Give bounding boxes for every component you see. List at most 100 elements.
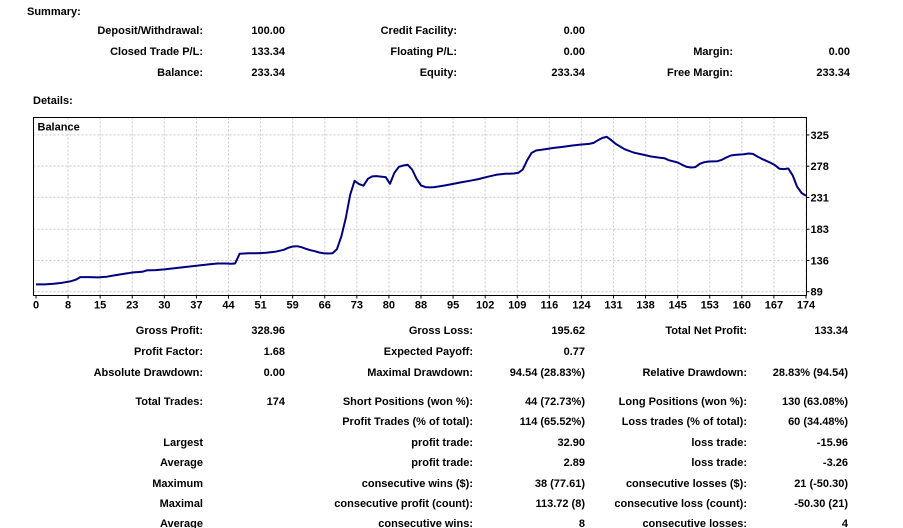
stat-label: loss trade: [691, 437, 747, 449]
stat-value: 44 (72.73%) [525, 396, 585, 408]
stat-label: Gross Profit: [135, 325, 203, 337]
stat-value: 233.34 [816, 67, 850, 79]
stat-label: Long Positions (won %): [618, 396, 747, 408]
stat-value: 38 (77.61) [534, 478, 585, 490]
stat-value: 133.34 [251, 46, 285, 58]
stat-label: consecutive losses ($): [625, 478, 747, 490]
x-tick-label: 0 [33, 300, 39, 312]
y-tick-label: 136 [811, 255, 829, 267]
x-tick-label: 109 [508, 300, 526, 312]
stats-row: Average profit trade: 2.89 loss trade: -… [0, 457, 903, 470]
stat-label: Average [159, 457, 203, 469]
stat-label: Deposit/Withdrawal: [97, 25, 203, 37]
stat-value: 174 [266, 396, 285, 408]
stats-row: Total Trades: 174 Short Positions (won %… [0, 396, 903, 409]
stat-label: profit trade: [411, 437, 473, 449]
summary-row: Deposit/Withdrawal: 100.00 Credit Facili… [0, 25, 903, 38]
stat-label: Maximal [159, 498, 203, 510]
y-tick-label: 89 [811, 287, 823, 299]
stat-value: 94.54 (28.83%) [509, 367, 585, 379]
stat-label: consecutive wins ($): [361, 478, 473, 490]
stat-label: Equity: [419, 67, 457, 79]
stat-value: 32.90 [557, 437, 585, 449]
x-tick-label: 59 [287, 300, 299, 312]
stat-label: Closed Trade P/L: [110, 46, 203, 58]
stat-label: Maximum [152, 478, 203, 490]
stat-value: 133.34 [814, 325, 848, 337]
x-tick-label: 174 [797, 300, 816, 312]
x-tick-label: 80 [383, 300, 395, 312]
summary-row: Balance: 233.34 Equity: 233.34 Free Marg… [0, 67, 903, 80]
stat-label: Profit Trades (% of total): [342, 416, 473, 428]
stat-label: Profit Factor: [133, 346, 203, 358]
stat-label: Expected Payoff: [383, 346, 473, 358]
stat-value: 0.00 [563, 25, 585, 37]
stat-value: 28.83% (94.54) [772, 367, 848, 379]
stat-value: 233.34 [251, 67, 285, 79]
stat-value: 0.00 [828, 46, 850, 58]
stat-label: consecutive profit (count): [334, 498, 473, 510]
stat-value: 0.00 [263, 367, 285, 379]
stat-label: Balance: [157, 67, 203, 79]
balance-line [36, 135, 807, 286]
stat-label: consecutive losses: [642, 518, 747, 528]
stat-label: Relative Drawdown: [642, 367, 747, 379]
stat-label: Margin: [693, 46, 733, 58]
x-tick-label: 15 [94, 300, 106, 312]
y-tick-label: 183 [811, 224, 829, 236]
y-tick-label: 231 [811, 192, 829, 204]
stats-row: Gross Profit: 328.96 Gross Loss: 195.62 … [0, 325, 903, 338]
balance-chart: 89 136 183 231 278 325 0 8 15 23 30 37 44 51 59 66 73 80 8… [33, 117, 829, 312]
y-tick-label: 278 [811, 161, 829, 173]
stat-value: -50.30 (21) [794, 498, 848, 510]
stats-row: Profit Factor: 1.68 Expected Payoff: 0.7… [0, 346, 903, 359]
chart-series-label: Balance [38, 122, 80, 134]
stat-value: 113.72 (8) [535, 498, 585, 510]
stat-label: Absolute Drawdown: [93, 367, 203, 379]
stats-row: Absolute Drawdown: 0.00 Maximal Drawdown… [0, 367, 903, 380]
y-tick-label: 325 [811, 130, 829, 142]
stats-row: Profit Trades (% of total): 114 (65.52%)… [0, 416, 903, 429]
stat-label: Gross Loss: [408, 325, 473, 337]
stat-value: -3.26 [822, 457, 848, 469]
stat-label: Largest [163, 437, 203, 449]
x-tick-label: 102 [476, 300, 494, 312]
x-tick-label: 131 [604, 300, 622, 312]
stat-label: Free Margin: [666, 67, 733, 79]
stats-row: Average consecutive wins: 8 consecutive … [0, 518, 903, 528]
x-tick-label: 44 [222, 300, 235, 312]
stat-value: -15.96 [816, 437, 848, 449]
chart-frame [33, 117, 807, 296]
stat-value: 8 [578, 518, 585, 528]
stat-value: 2.89 [563, 457, 585, 469]
x-tick-label: 160 [733, 300, 751, 312]
stat-label: Short Positions (won %): [342, 396, 473, 408]
stat-value: 130 (63.08%) [781, 396, 848, 408]
stat-value: 0.77 [563, 346, 585, 358]
x-tick-label: 66 [319, 300, 331, 312]
stat-label: Loss trades (% of total): [621, 416, 747, 428]
stats-row: Largest profit trade: 32.90 loss trade: … [0, 437, 903, 450]
stat-value: 60 (34.48%) [788, 416, 848, 428]
x-tick-label: 73 [351, 300, 363, 312]
x-tick-label: 138 [636, 300, 654, 312]
stat-value: 1.68 [263, 346, 285, 358]
x-tick-label: 23 [126, 300, 138, 312]
stat-value: 114 (65.52%) [519, 416, 585, 428]
stat-label: Floating P/L: [390, 46, 457, 58]
x-tick-label: 51 [254, 300, 266, 312]
stat-value: 195.62 [551, 325, 585, 337]
stat-value: 4 [841, 518, 848, 528]
x-tick-label: 124 [572, 300, 591, 312]
stat-label: Maximal Drawdown: [367, 367, 473, 379]
stat-value: 0.00 [563, 46, 585, 58]
stat-value: 328.96 [251, 325, 285, 337]
x-tick-label: 153 [701, 300, 719, 312]
stat-label: Average [159, 518, 203, 528]
x-tick-label: 37 [190, 300, 202, 312]
stat-label: profit trade: [411, 457, 473, 469]
x-tick-label: 95 [447, 300, 459, 312]
x-tick-label: 8 [65, 300, 71, 312]
details-heading: Details: [33, 95, 73, 107]
